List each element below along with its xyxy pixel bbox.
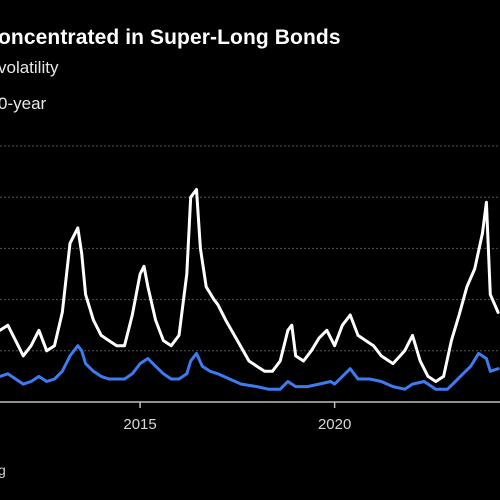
chart-subtitle: volatility	[0, 58, 59, 77]
source-note: g	[0, 462, 6, 478]
x-tick-label: 2015	[123, 416, 156, 433]
series-line-white	[0, 188, 500, 383]
chart-title: oncentrated in Super-Long Bonds	[0, 26, 341, 49]
series-line-blue	[0, 344, 500, 391]
x-tick-label: 2020	[318, 416, 351, 433]
legend-entry: 0-year	[0, 94, 47, 113]
